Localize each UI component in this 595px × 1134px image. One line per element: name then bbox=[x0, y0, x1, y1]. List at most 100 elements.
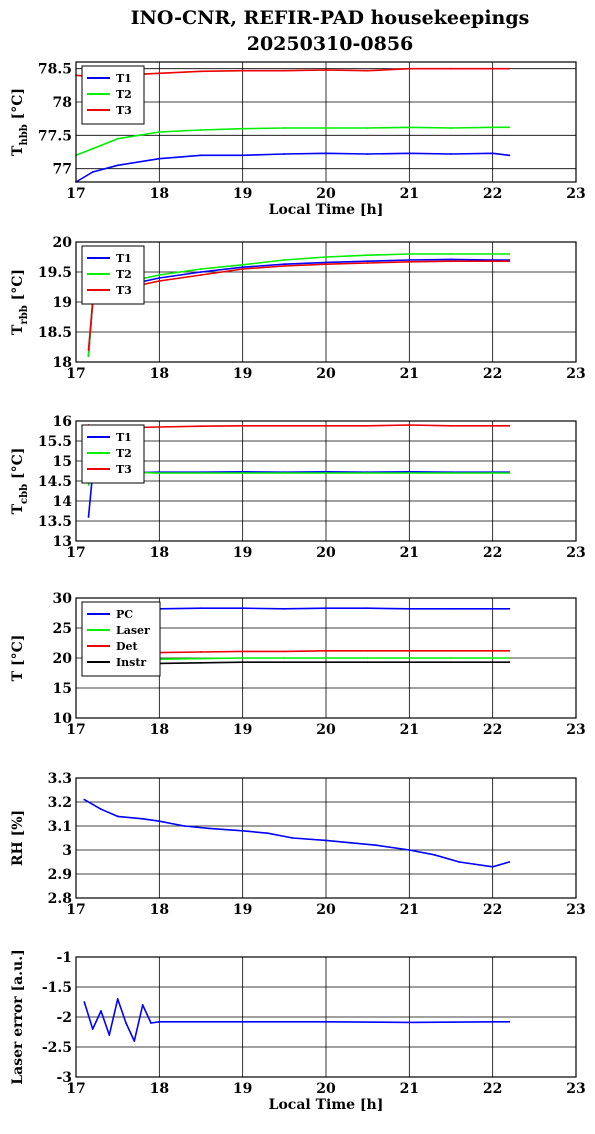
data-point bbox=[450, 657, 452, 659]
data-point bbox=[508, 260, 511, 263]
data-point bbox=[491, 472, 494, 474]
y-tick-label: 18 bbox=[53, 355, 72, 371]
data-point bbox=[408, 67, 411, 70]
x-tick-label: 18 bbox=[150, 545, 169, 561]
x-tick-label: 23 bbox=[566, 1081, 585, 1097]
figure-title-line2: 20250310-0856 bbox=[247, 33, 414, 55]
data-point bbox=[508, 67, 511, 70]
legend: T1 T2 T3 bbox=[81, 65, 145, 125]
data-point bbox=[141, 1004, 144, 1006]
data-point bbox=[450, 649, 452, 652]
y-tick-label: 19.5 bbox=[38, 265, 72, 281]
data-point bbox=[87, 355, 90, 357]
data-point bbox=[200, 271, 202, 273]
data-point bbox=[408, 1021, 411, 1024]
legend-label: T1 bbox=[116, 431, 132, 444]
legend-label: T2 bbox=[116, 447, 132, 460]
y-tick-label: -2 bbox=[56, 1010, 72, 1026]
data-point bbox=[241, 661, 244, 664]
data-point bbox=[241, 650, 244, 653]
data-point bbox=[508, 661, 511, 664]
y-tick-label: -3 bbox=[56, 1070, 72, 1086]
data-point bbox=[241, 127, 244, 130]
data-point bbox=[508, 657, 511, 659]
legend-label: T3 bbox=[116, 284, 132, 297]
data-point bbox=[408, 472, 411, 474]
y-tick-label: 3.2 bbox=[48, 795, 72, 811]
data-point bbox=[200, 129, 202, 131]
data-point bbox=[283, 263, 286, 266]
x-tick-label: 17 bbox=[66, 186, 85, 202]
data-point bbox=[450, 153, 452, 155]
data-point bbox=[241, 829, 244, 832]
y-tick-label: 10 bbox=[53, 711, 73, 727]
data-point bbox=[325, 472, 327, 474]
data-point bbox=[508, 607, 511, 610]
data-point bbox=[325, 152, 327, 155]
x-tick-label: 23 bbox=[566, 366, 585, 382]
data-point bbox=[83, 798, 86, 801]
y-tick-label: 77 bbox=[53, 162, 72, 178]
data-point bbox=[116, 998, 119, 1000]
y-tick-label: 15 bbox=[53, 681, 72, 697]
data-point bbox=[108, 1034, 111, 1036]
y-tick-label: 14 bbox=[53, 494, 73, 510]
data-point bbox=[87, 516, 90, 518]
x-tick-label: 22 bbox=[483, 186, 502, 202]
y-tick-label: 78.5 bbox=[38, 62, 72, 78]
data-point bbox=[375, 844, 377, 847]
data-point bbox=[408, 152, 411, 155]
plot-frame bbox=[75, 241, 577, 363]
data-point bbox=[200, 661, 202, 664]
chart-panel: 17 18 19 20 21 22 23 10 15 20 25 30 PC Laser Det Instr T… bbox=[10, 591, 586, 738]
plot-frame bbox=[75, 61, 577, 183]
chart-panel: 17 18 19 20 21 22 23 2.8 2.9 3 3.1 3.2 3.3 RH [%] bbox=[10, 771, 586, 918]
data-point bbox=[491, 424, 494, 427]
data-point bbox=[491, 67, 494, 70]
data-point bbox=[366, 424, 369, 427]
y-tick-label: 20 bbox=[53, 651, 73, 667]
data-point bbox=[241, 268, 244, 270]
data-point bbox=[200, 607, 202, 610]
data-point bbox=[158, 274, 161, 276]
data-point bbox=[450, 253, 452, 255]
x-tick-label: 19 bbox=[233, 545, 252, 561]
x-tick-label: 17 bbox=[66, 545, 85, 561]
data-point bbox=[283, 657, 286, 659]
data-point bbox=[450, 424, 452, 427]
data-point bbox=[366, 262, 369, 264]
x-tick-label: 19 bbox=[233, 186, 252, 202]
data-point bbox=[325, 261, 327, 264]
data-point bbox=[491, 865, 494, 868]
x-tick-label: 21 bbox=[400, 722, 419, 738]
data-point bbox=[366, 607, 369, 610]
data-point bbox=[350, 841, 352, 844]
y-tick-label: 13 bbox=[53, 534, 72, 550]
y-axis-label: Trbb [°C] bbox=[10, 269, 30, 335]
data-point bbox=[158, 131, 161, 133]
data-point bbox=[433, 853, 436, 856]
data-point bbox=[508, 649, 511, 652]
x-tick-label: 22 bbox=[483, 722, 502, 738]
x-tick-label: 17 bbox=[66, 902, 85, 918]
x-tick-label: 20 bbox=[316, 366, 336, 382]
data-point bbox=[508, 253, 511, 255]
data-point bbox=[241, 607, 244, 610]
y-tick-label: 3.3 bbox=[48, 771, 72, 787]
data-point bbox=[366, 661, 369, 664]
plot-frame bbox=[75, 420, 577, 542]
x-tick-label: 20 bbox=[316, 186, 336, 202]
x-tick-label: 23 bbox=[566, 722, 585, 738]
data-point bbox=[208, 827, 211, 830]
data-point bbox=[150, 1022, 152, 1024]
data-point bbox=[200, 274, 202, 276]
data-point bbox=[133, 1040, 136, 1042]
x-axis-label: Local Time [h] bbox=[269, 202, 384, 218]
data-point bbox=[283, 265, 286, 267]
data-point bbox=[408, 607, 411, 610]
data-point bbox=[241, 266, 244, 269]
data-point bbox=[408, 849, 411, 851]
y-tick-label: -1.5 bbox=[42, 980, 72, 996]
legend: T1 T2 T3 bbox=[81, 424, 145, 484]
